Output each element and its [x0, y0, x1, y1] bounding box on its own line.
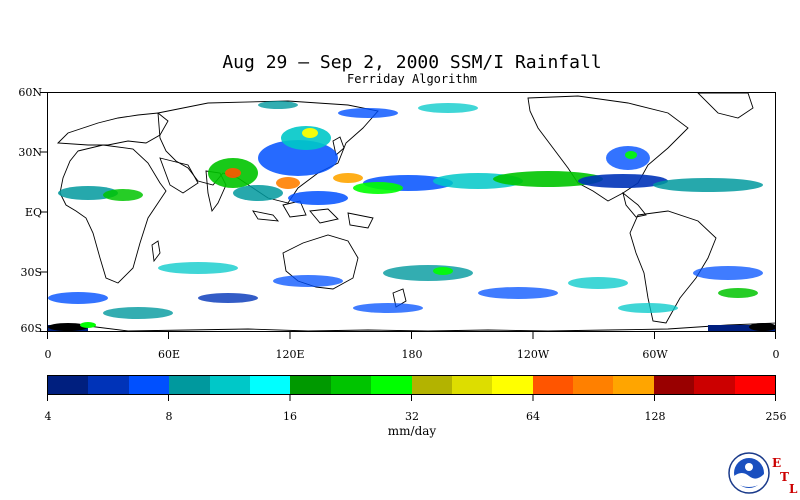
x-label-0-left: 0: [44, 348, 52, 361]
colorbar-swatch: [492, 376, 533, 394]
x-axis-ticks: [47, 332, 776, 339]
etl-letter-l: L: [789, 482, 798, 496]
colorbar-swatch: [573, 376, 614, 394]
colorbar-swatch: [88, 376, 129, 394]
colorbar-swatch: [290, 376, 331, 394]
y-axis-ticks: [40, 92, 47, 332]
noaa-logo: [728, 452, 770, 494]
colorbar-label-128: 128: [644, 410, 666, 423]
map-svg: [48, 93, 775, 331]
colorbar-swatch: [48, 376, 89, 394]
y-label-eq: EQ: [24, 206, 42, 219]
y-label-60n: 60N: [18, 86, 42, 99]
rainfall-patches: [48, 101, 775, 331]
map-subtitle: Ferriday Algorithm: [346, 72, 478, 86]
x-label-60w: 60W: [642, 348, 668, 361]
colorbar-swatch: [209, 376, 250, 394]
colorbar-swatch: [249, 376, 291, 394]
x-label-180: 180: [401, 348, 423, 361]
colorbar-swatch: [128, 376, 170, 394]
colorbar-swatch: [653, 376, 695, 394]
x-label-0-right: 0: [772, 348, 780, 361]
y-label-30n: 30N: [18, 146, 42, 159]
colorbar-swatch: [734, 376, 776, 394]
colorbar-ticks: [47, 395, 776, 401]
colorbar-swatch: [451, 376, 493, 394]
etl-letter-e: E: [772, 456, 782, 470]
colorbar-swatch: [169, 376, 210, 394]
colorbar-swatch: [694, 376, 735, 394]
colorbar-label-8: 8: [165, 410, 173, 423]
colorbar-label-16: 16: [283, 410, 297, 423]
colorbar-swatch: [532, 376, 574, 394]
rainfall-map: [47, 92, 776, 332]
colorbar-label-64: 64: [526, 410, 540, 423]
x-label-120w: 120W: [516, 348, 550, 361]
map-title: Aug 29 – Sep 2, 2000 SSM/I Rainfall: [222, 52, 602, 73]
colorbar-label-256: 256: [765, 410, 787, 423]
colorbar-label-32: 32: [405, 410, 419, 423]
colorbar-swatch: [411, 376, 452, 394]
y-label-30s: 30S: [20, 266, 42, 279]
coastlines: [48, 93, 775, 331]
x-label-120e: 120E: [275, 348, 305, 361]
colorbar-swatch: [371, 376, 412, 394]
colorbar-units: mm/day: [387, 424, 437, 438]
colorbar-swatch: [330, 376, 372, 394]
etl-letter-t: T: [780, 470, 789, 484]
colorbar-label-4: 4: [44, 410, 52, 423]
colorbar: [47, 375, 776, 395]
y-label-60s: 60S: [20, 322, 42, 335]
x-label-60e: 60E: [157, 348, 181, 361]
colorbar-swatch: [613, 376, 654, 394]
